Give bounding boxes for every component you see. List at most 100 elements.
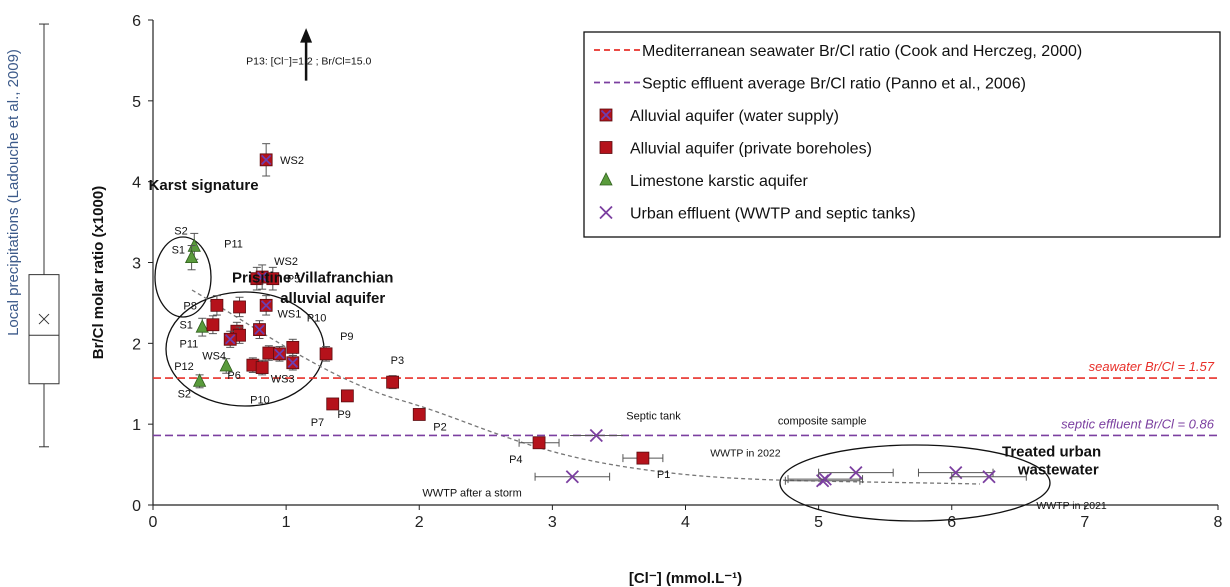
y-tick-label: 5: [132, 94, 141, 111]
water-supply-marker-cross: [261, 154, 272, 165]
karst-marker: [192, 373, 207, 387]
point-label: P2: [433, 421, 446, 433]
legend-label: Septic effluent average Br/Cl ratio (Pan…: [642, 76, 1026, 93]
point-label: P1: [657, 469, 670, 481]
urban-effluent-marker: [599, 205, 613, 220]
point-label: P11: [180, 338, 199, 350]
off-scale-arrow-head: [300, 28, 313, 43]
karst-marker: [184, 249, 199, 264]
private-borehole-marker: [326, 397, 340, 411]
water-supply-marker-cross: [225, 334, 236, 345]
point-label: P10: [307, 312, 327, 324]
private-borehole-marker: [386, 375, 400, 389]
point-label: WS2: [274, 256, 298, 268]
point-label: S2: [174, 225, 187, 237]
x-tick-label: 2: [415, 514, 424, 531]
legend-label: Limestone karstic aquifer: [630, 173, 809, 190]
private-borehole-marker: [286, 340, 300, 354]
karst-marker: [599, 172, 613, 186]
private-borehole-marker: [206, 318, 220, 332]
urban-effluent-marker: [589, 428, 603, 443]
reference-lines: seawater Br/Cl = 1.57 septic effluent Br/…: [153, 359, 1218, 437]
private-borehole-marker: [210, 298, 224, 312]
point-label: WS3: [271, 374, 295, 386]
point-label: WS1: [278, 309, 302, 321]
boxplot-label: Local precipitations (Ladouche et al., 2…: [5, 49, 22, 336]
x-tick-label: 6: [947, 514, 956, 531]
point-label: S1: [172, 245, 185, 257]
legend-label: Alluvial aquifer (water supply): [630, 108, 839, 125]
urban-effluent-marker: [982, 470, 996, 484]
point-label: S2: [178, 388, 191, 400]
water-supply-marker-cross: [261, 300, 272, 311]
group-annotation: Prisitine Villafranchian: [232, 270, 393, 287]
point-label: P10: [250, 395, 270, 407]
y-tick-label: 2: [132, 336, 141, 353]
y-tick-label: 0: [132, 498, 141, 515]
legend-label: Alluvial aquifer (private boreholes): [630, 141, 872, 158]
wastewater-ellipse: [779, 444, 1051, 522]
point-label: P4: [509, 454, 522, 466]
private-borehole-marker: [599, 141, 613, 154]
note-annotation: WWTP in 2021: [1036, 500, 1107, 512]
y-tick-label: 4: [132, 175, 141, 192]
precipitation-boxplot: Local precipitations (Ladouche et al., 2…: [5, 23, 60, 448]
group-annotation: wastewater: [1017, 461, 1099, 478]
group-annotation: Treated urban: [1002, 444, 1101, 461]
plot-area: 0 1 2 3 4 5 6 7 8 0 1 2 3 4 5 6: [132, 13, 1222, 531]
septic-reference-label: septic effluent Br/Cl = 0.86: [1061, 416, 1215, 431]
urban-effluent-marker: [565, 470, 579, 484]
seawater-reference-label: seawater Br/Cl = 1.57: [1089, 359, 1215, 374]
private-borehole-marker: [636, 451, 650, 465]
legend-label: Urban effluent (WWTP and septic tanks): [630, 206, 916, 223]
private-borehole-marker: [340, 389, 354, 403]
private-borehole-marker: [532, 436, 546, 450]
private-borehole-marker: [255, 361, 269, 374]
x-tick-label: 8: [1214, 514, 1223, 531]
point-label: S1: [179, 320, 192, 332]
x-tick-label: 5: [814, 514, 823, 531]
water-supply-marker-cross: [257, 271, 268, 283]
water-supply-marker-cross: [274, 348, 285, 359]
point-label: P11: [224, 238, 243, 250]
legend-box: [583, 31, 1221, 238]
karst-marker: [219, 358, 233, 372]
legend-label: Mediterranean seawater Br/Cl ratio (Cook…: [642, 43, 1082, 60]
data-points: S2 S1 P12 S2 P5 P8 S1 P11 P10 P9 P6 P10 P3 P9 P7 P2 P4 P1…: [172, 143, 1027, 500]
point-label: composite sample: [778, 416, 867, 428]
point-label: P9: [340, 331, 353, 343]
point-label: P12: [174, 361, 194, 373]
boxplot-box: [28, 274, 60, 385]
karst-ellipse: [154, 236, 212, 318]
x-tick-label: 0: [149, 514, 158, 531]
private-borehole-marker: [412, 408, 426, 421]
group-annotation: alluvial aquifer: [280, 290, 385, 307]
x-tick-label: 3: [548, 514, 557, 531]
urban-effluent-marker: [849, 466, 863, 480]
point-label: P8: [183, 300, 196, 312]
water-supply-marker-cross: [254, 324, 265, 335]
point-label: WS4: [202, 350, 226, 362]
point-label: P9: [337, 409, 350, 421]
boxplot-mean-marker: [38, 313, 50, 325]
point-label: P6: [227, 370, 240, 382]
point-label: P7: [311, 417, 324, 429]
note-annotation: WWTP in 2022: [710, 448, 781, 460]
x-tick-label: 1: [282, 514, 291, 531]
y-tick-label: 1: [132, 417, 141, 434]
point-label: WWTP after a storm: [422, 488, 521, 500]
point-label: P5: [287, 274, 300, 286]
x-axis-title: [Cl⁻] (mmol.L⁻¹): [629, 570, 742, 587]
point-label: WS2: [280, 155, 304, 167]
private-borehole-marker: [233, 300, 246, 314]
private-borehole-marker: [262, 346, 276, 360]
point-label: P3: [391, 355, 404, 367]
legend: Mediterranean seawater Br/Cl ratio (Cook…: [583, 31, 1221, 238]
y-axis-title: Br/Cl molar ratio (x1000): [90, 186, 107, 359]
point-label: Septic tank: [626, 410, 681, 422]
water-supply-marker-cross: [600, 109, 612, 121]
mixing-trend-line: [191, 289, 981, 485]
x-tick-label: 4: [681, 514, 690, 531]
private-borehole-marker: [319, 347, 333, 361]
